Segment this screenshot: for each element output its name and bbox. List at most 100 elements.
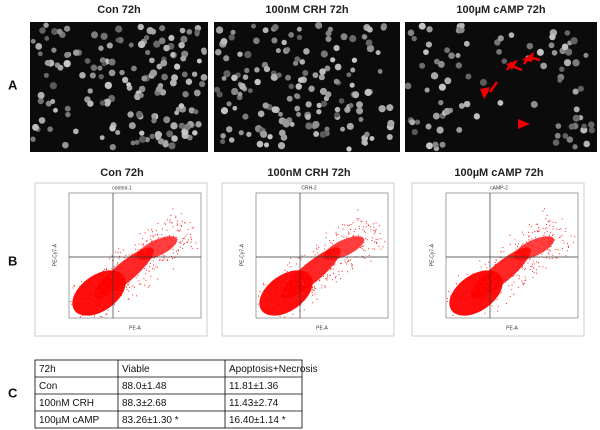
event-density [471, 247, 531, 299]
nucleus [244, 50, 252, 59]
event [311, 292, 313, 294]
event [271, 303, 273, 305]
event [486, 280, 488, 282]
event [279, 285, 281, 287]
nucleus [473, 113, 480, 120]
event [347, 260, 349, 262]
event [500, 251, 502, 253]
nucleus [340, 126, 345, 132]
event [297, 257, 299, 259]
event [146, 263, 148, 265]
event [146, 239, 148, 241]
event [548, 249, 550, 251]
event [574, 236, 576, 238]
event [541, 253, 543, 255]
nucleus [98, 45, 104, 51]
nucleus [430, 72, 439, 80]
event [169, 236, 171, 238]
event [363, 249, 365, 251]
event [493, 284, 495, 286]
event [289, 275, 291, 277]
event [542, 266, 544, 268]
nucleus [89, 72, 96, 79]
event [339, 241, 341, 243]
event [111, 275, 113, 277]
event [335, 231, 337, 233]
event [264, 302, 266, 304]
event [92, 283, 94, 285]
event [365, 238, 367, 240]
event [274, 304, 276, 306]
event [314, 272, 316, 274]
event [362, 229, 364, 231]
event [538, 227, 540, 229]
event [292, 313, 294, 315]
nucleus [226, 126, 233, 133]
event [259, 303, 261, 305]
event [384, 241, 386, 243]
event [137, 249, 139, 251]
event [458, 275, 460, 277]
event [330, 267, 332, 269]
event [489, 296, 491, 298]
nucleus [572, 144, 578, 150]
event [174, 243, 176, 245]
nucleus [180, 55, 187, 62]
nucleus [130, 140, 136, 146]
event [285, 289, 287, 291]
event [97, 291, 99, 293]
event [145, 279, 147, 281]
nucleus [437, 60, 445, 68]
nucleus [228, 34, 235, 41]
event [321, 264, 323, 266]
nucleus [128, 122, 136, 130]
nucleus [163, 116, 171, 124]
nucleus [463, 40, 470, 47]
nucleus [458, 102, 465, 109]
nucleus [319, 131, 327, 138]
event [310, 281, 312, 283]
nucleus [44, 59, 51, 66]
event [483, 283, 485, 285]
event [175, 250, 177, 252]
nucleus [262, 102, 269, 109]
nucleus [178, 41, 185, 49]
nucleus [246, 131, 252, 138]
event [277, 308, 279, 310]
nucleus [325, 91, 332, 98]
event [337, 233, 339, 235]
event [121, 276, 123, 278]
nucleus [178, 103, 185, 109]
event [452, 314, 454, 316]
nucleus [100, 32, 108, 40]
nucleus [572, 88, 579, 95]
event [106, 269, 108, 271]
event [151, 228, 153, 230]
plot-title: cAMP-2 [490, 185, 508, 191]
event [272, 288, 274, 290]
event [493, 286, 495, 288]
event [532, 260, 534, 262]
event [314, 286, 316, 288]
event [168, 247, 170, 249]
event [115, 273, 117, 275]
event [113, 265, 115, 267]
event [464, 294, 466, 296]
event [286, 292, 288, 294]
event [113, 292, 115, 294]
event [318, 246, 320, 248]
event [113, 284, 115, 286]
nucleus [305, 114, 311, 120]
event [266, 303, 268, 305]
event [300, 304, 302, 306]
event [111, 267, 113, 269]
event [361, 246, 363, 248]
nucleus [146, 26, 154, 35]
event [177, 249, 179, 251]
nucleus [238, 130, 244, 136]
nucleus [302, 69, 309, 77]
event [314, 287, 316, 289]
event [365, 223, 367, 225]
event [279, 315, 281, 317]
event [129, 259, 131, 261]
